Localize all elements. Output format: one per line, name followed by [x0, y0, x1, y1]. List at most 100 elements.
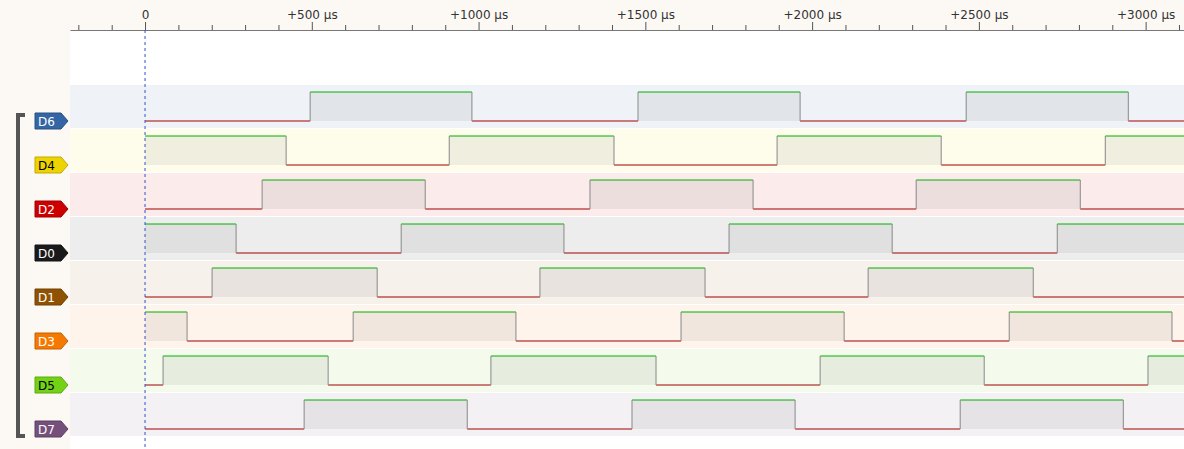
- low-level: [145, 209, 262, 210]
- minor-tick: [1112, 25, 1113, 30]
- high-fill: [1148, 356, 1184, 385]
- signal: [145, 356, 1184, 385]
- minor-tick-mark: [1046, 25, 1047, 30]
- channel-label: D0: [38, 247, 55, 261]
- high-level: [632, 400, 795, 401]
- tick: +1000 µs: [450, 8, 508, 30]
- edge: [310, 92, 311, 121]
- lane-background: [70, 173, 1184, 216]
- minor-tick: [679, 25, 680, 30]
- channel-tag: [35, 245, 68, 261]
- signal: [145, 268, 1184, 297]
- high-fill: [632, 400, 795, 429]
- edge: [729, 224, 730, 253]
- signal: [145, 224, 1184, 253]
- signal: [145, 312, 1184, 341]
- high-fill: [491, 356, 656, 385]
- edge: [401, 224, 402, 253]
- minor-tick-mark: [1112, 25, 1113, 30]
- minor-tick: [78, 25, 79, 30]
- tick-mark: [1146, 22, 1147, 30]
- minor-tick: [1079, 25, 1080, 30]
- high-fill: [590, 180, 753, 209]
- low-level: [472, 121, 638, 122]
- high-level: [262, 180, 425, 181]
- high-fill: [777, 136, 941, 165]
- high-level: [777, 136, 941, 137]
- edge: [328, 356, 329, 385]
- minor-tick: [345, 25, 346, 30]
- tick: +1500 µs: [617, 8, 675, 30]
- lane-background: [70, 217, 1184, 260]
- low-level: [377, 297, 540, 298]
- channel-label: D2: [38, 203, 55, 217]
- high-level: [310, 92, 472, 93]
- tick-label: 0: [142, 8, 150, 22]
- high-level: [353, 312, 516, 313]
- minor-tick-mark: [345, 25, 346, 30]
- edge: [353, 312, 354, 341]
- high-level: [145, 312, 187, 313]
- edge: [490, 356, 491, 385]
- signal: [145, 92, 1184, 121]
- edge: [960, 400, 961, 429]
- tick-mark: [812, 22, 813, 30]
- minor-tick: [845, 25, 846, 30]
- low-level: [800, 121, 966, 122]
- high-fill: [729, 224, 892, 253]
- channel-label: D3: [38, 335, 55, 349]
- axis-line: [71, 30, 1184, 31]
- high-fill: [916, 180, 1080, 209]
- minor-tick-mark: [745, 25, 746, 30]
- high-level: [960, 400, 1123, 401]
- low-level: [187, 341, 353, 342]
- minor-tick-mark: [912, 25, 913, 30]
- tick-mark: [312, 22, 313, 30]
- channel-label: D6: [38, 115, 55, 129]
- high-fill: [540, 268, 705, 297]
- high-fill: [1009, 312, 1172, 341]
- high-fill: [401, 224, 564, 253]
- edge: [1128, 92, 1129, 121]
- high-fill: [145, 224, 236, 253]
- high-fill: [353, 312, 516, 341]
- edge: [753, 180, 754, 209]
- low-level: [236, 253, 401, 254]
- high-fill: [262, 180, 425, 209]
- high-level: [590, 180, 753, 181]
- low-level: [1172, 341, 1184, 342]
- high-level: [491, 356, 656, 357]
- edge: [163, 356, 164, 385]
- high-level: [163, 356, 328, 357]
- tick: +3000 µs: [1117, 8, 1175, 30]
- minor-tick: [1179, 25, 1180, 30]
- minor-tick: [212, 25, 213, 30]
- low-level: [1080, 209, 1184, 210]
- minor-tick-mark: [1012, 25, 1013, 30]
- minor-tick: [612, 25, 613, 30]
- edge: [892, 224, 893, 253]
- low-level: [1033, 297, 1184, 298]
- lane-background: [70, 129, 1184, 172]
- minor-tick-mark: [545, 25, 546, 30]
- minor-tick-mark: [278, 25, 279, 30]
- high-level: [304, 400, 467, 401]
- minor-tick-mark: [512, 25, 513, 30]
- lane-background: [70, 85, 1184, 128]
- edge: [820, 356, 821, 385]
- minor-tick-mark: [779, 25, 780, 30]
- minor-tick-mark: [1179, 25, 1180, 30]
- minor-tick-mark: [1079, 25, 1080, 30]
- tick-label: +1500 µs: [617, 8, 675, 22]
- edge: [1009, 312, 1010, 341]
- minor-tick-mark: [78, 25, 79, 30]
- high-fill: [966, 92, 1128, 121]
- high-level: [966, 92, 1128, 93]
- low-level: [656, 385, 820, 386]
- high-level: [820, 356, 984, 357]
- channel-labels: D6D4D2D0D1D3D5D7: [35, 113, 68, 437]
- minor-tick: [712, 25, 713, 30]
- tick: +2500 µs: [950, 8, 1008, 30]
- high-level: [540, 268, 705, 269]
- high-fill: [163, 356, 328, 385]
